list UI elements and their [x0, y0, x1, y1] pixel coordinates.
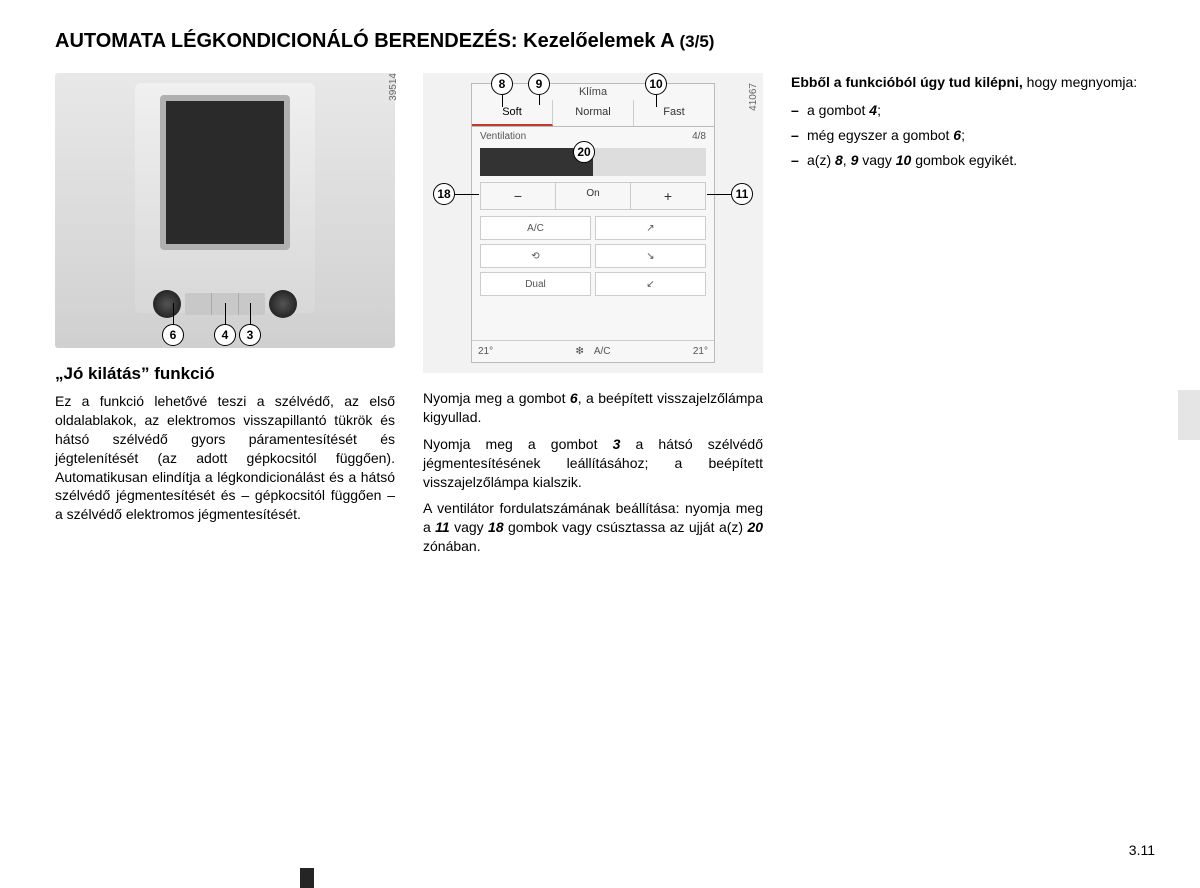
col1-heading: „Jó kilátás” funkció: [55, 364, 395, 384]
btn-air3: ↙: [595, 272, 706, 296]
col1-text: Ez a funkció lehetővé teszi a szélvédő, …: [55, 392, 395, 524]
title-main: AUTOMATA LÉGKONDICIONÁLÓ BERENDEZÉS: Kez…: [55, 30, 680, 52]
tab-normal: Normal: [553, 100, 634, 126]
col3-text: Ebből a funkcióból úgy tud kilépni, hogy…: [791, 73, 1155, 171]
tab-soft: Soft: [472, 100, 553, 126]
side-tab: [1178, 390, 1200, 440]
btn-dual: Dual: [480, 272, 591, 296]
dashboard-photo: 39514 6 4 3: [55, 73, 395, 348]
ventilation-label: Ventilation: [480, 131, 526, 142]
callout-18: 18: [433, 183, 455, 205]
btn-air1: ↗: [595, 216, 706, 240]
climate-screen-figure: 41067 Klíma Soft Normal Fast Ventilation…: [423, 73, 763, 373]
callout-20: 20: [573, 141, 595, 163]
btn-air2: ↘: [595, 244, 706, 268]
temp-left: 21°: [478, 346, 493, 357]
callout-9: 9: [528, 73, 550, 95]
btn-minus: −: [481, 183, 556, 209]
fan-icon: ❇: [575, 346, 583, 357]
callout-8: 8: [491, 73, 513, 95]
ventilation-value: 4/8: [692, 131, 706, 142]
callout-11: 11: [731, 183, 753, 205]
temp-right: 21°: [693, 346, 708, 357]
btn-recirc: ⟲: [480, 244, 591, 268]
callout-3: 3: [239, 324, 261, 346]
btn-plus: +: [631, 183, 705, 209]
callout-6: 6: [162, 324, 184, 346]
title-sub: (3/5): [680, 32, 715, 51]
callout-10: 10: [645, 73, 667, 95]
col2-text: Nyomja meg a gombot 6, a beépített vissz…: [423, 389, 763, 556]
page-title: AUTOMATA LÉGKONDICIONÁLÓ BERENDEZÉS: Kez…: [55, 30, 1155, 53]
footer-mark: [300, 868, 314, 888]
ac-label: A/C: [594, 346, 611, 357]
btn-on: On: [556, 183, 631, 209]
image-id: 41067: [748, 83, 759, 111]
page-number: 3.11: [1129, 842, 1155, 858]
tab-fast: Fast: [634, 100, 714, 126]
btn-ac: A/C: [480, 216, 591, 240]
image-id: 39514: [388, 73, 399, 101]
callout-4: 4: [214, 324, 236, 346]
